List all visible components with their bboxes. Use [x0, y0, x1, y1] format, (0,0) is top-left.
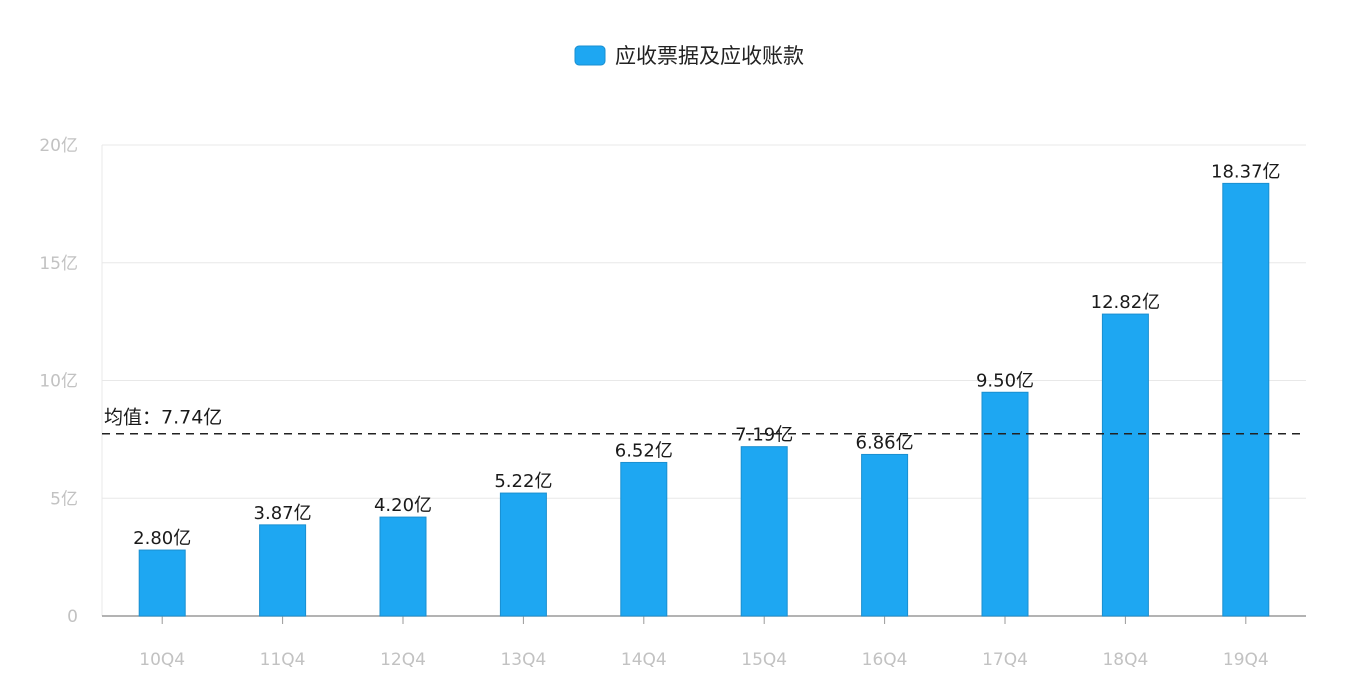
bar[interactable]: [861, 453, 909, 617]
data-labels: 2.80亿 3.87亿 4.20亿 5.22亿 6.52亿 7.19亿 6.86亿 9.50亿…: [133, 161, 1280, 549]
x-tick-label: 11Q4: [260, 650, 306, 670]
y-tick-label: 20亿: [39, 136, 78, 156]
x-tick-label: 10Q4: [139, 650, 185, 670]
x-tick-label: 13Q4: [500, 650, 546, 670]
bar[interactable]: [138, 549, 186, 617]
bar[interactable]: [379, 516, 427, 617]
data-label: 5.22亿: [494, 471, 552, 492]
data-label: 4.20亿: [374, 495, 432, 516]
x-tick-label: 19Q4: [1223, 650, 1269, 670]
x-tick-label: 15Q4: [741, 650, 787, 670]
x-tick-label: 16Q4: [862, 650, 908, 670]
bar[interactable]: [740, 446, 788, 617]
x-tick-label: 17Q4: [982, 650, 1028, 670]
data-label: 18.37亿: [1211, 161, 1281, 182]
x-tick-label: 14Q4: [621, 650, 667, 670]
legend[interactable]: 应收票据及应收账款: [574, 44, 804, 68]
data-label: 6.52亿: [615, 440, 673, 461]
mean-line-group: 均值：7.74亿: [102, 407, 1306, 435]
data-label: 7.19亿: [735, 425, 793, 446]
legend-swatch[interactable]: [574, 45, 606, 66]
bar[interactable]: [499, 492, 547, 617]
y-tick-label: 5亿: [50, 489, 78, 509]
data-label: 12.82亿: [1091, 292, 1161, 313]
data-label: 9.50亿: [976, 370, 1034, 391]
bar[interactable]: [259, 524, 307, 617]
bar[interactable]: [620, 461, 668, 617]
mean-label: 均值：7.74亿: [104, 407, 222, 429]
bars: [138, 182, 1270, 617]
x-tick-label: 12Q4: [380, 650, 426, 670]
data-label: 6.86亿: [856, 432, 914, 453]
bar[interactable]: [981, 391, 1029, 617]
y-tick-label: 0: [67, 607, 78, 627]
data-label: 3.87亿: [254, 503, 312, 524]
bar[interactable]: [1222, 182, 1270, 617]
data-label: 2.80亿: [133, 528, 191, 549]
x-tick-label: 18Q4: [1102, 650, 1148, 670]
y-tick-label: 15亿: [39, 254, 78, 274]
y-tick-label: 10亿: [39, 372, 78, 392]
bar[interactable]: [1101, 313, 1149, 617]
legend-label[interactable]: 应收票据及应收账款: [615, 44, 804, 68]
